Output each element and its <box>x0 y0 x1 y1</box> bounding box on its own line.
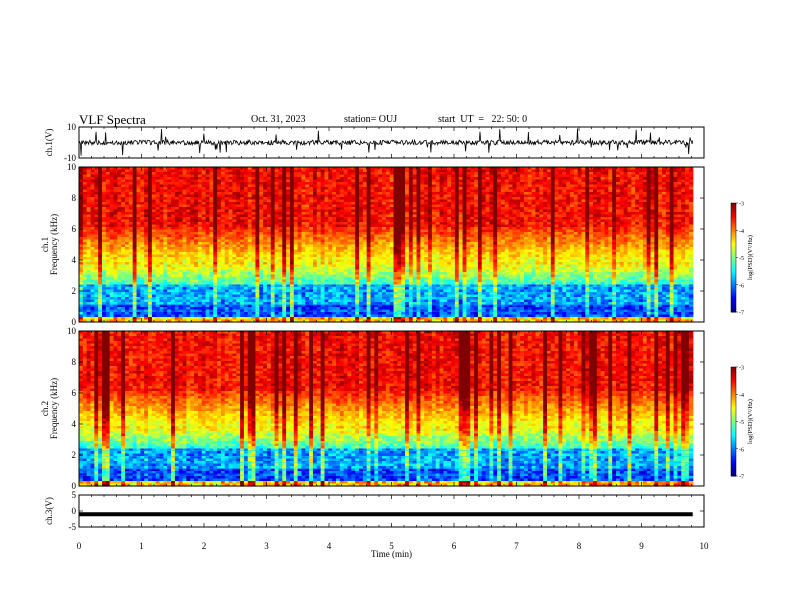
x-tick-label: 6 <box>452 541 457 551</box>
x-tick-label: 2 <box>202 541 207 551</box>
x-tick-label: 4 <box>327 541 332 551</box>
colorbar-tick-label: -4 <box>739 229 744 235</box>
panel-frame <box>78 494 705 528</box>
y-tick-label: 5 <box>72 490 77 500</box>
y-tick-label: 0 <box>72 506 77 516</box>
colorbar-tick-label: -5 <box>739 256 744 262</box>
x-tick-label: 10 <box>700 541 710 551</box>
colorbar-tick-label: -3 <box>739 366 744 372</box>
x-tick-label: 5 <box>389 541 394 551</box>
colorbar-tick-label: -7 <box>739 311 744 317</box>
y-tick-label: 6 <box>72 388 77 398</box>
y-tick-label: 4 <box>72 419 77 429</box>
x-axis-label: Time (min) <box>371 549 412 559</box>
colorbar-tick-label: -5 <box>739 420 744 426</box>
y-tick-label: 10 <box>67 162 77 172</box>
spectrogram-ch2 <box>79 331 694 487</box>
y-tick-label: 4 <box>72 255 77 265</box>
y-tick-label: -5 <box>69 522 77 532</box>
y-tick-label: 8 <box>72 357 77 367</box>
x-tick-label: 9 <box>639 541 644 551</box>
colorbar-tick-label: -6 <box>739 283 744 289</box>
spectrogram-ch1 <box>79 167 694 323</box>
y-tick-label: 10 <box>67 122 77 132</box>
x-tick-label: 0 <box>77 541 82 551</box>
colorbar-tick-label: -3 <box>739 202 744 208</box>
colorbar-label: log(PSD)(V²/Hz) <box>747 235 754 280</box>
y-tick-label: 0 <box>72 317 77 327</box>
y-axis-label: ch.1(V) <box>44 129 54 157</box>
y-axis-label-channel: ch.2 <box>40 401 50 416</box>
y-axis-label-channel: ch.1 <box>40 237 50 252</box>
y-tick-label: 2 <box>72 450 77 460</box>
x-tick-label: 3 <box>264 541 269 551</box>
y-tick-label: 8 <box>72 193 77 203</box>
colorbar-ch2 <box>730 366 738 477</box>
y-axis-label-frequency: Frequency (kHz) <box>49 214 59 275</box>
colorbar-tick-label: -4 <box>739 393 744 399</box>
y-tick-label: 2 <box>72 286 77 296</box>
x-tick-label: 8 <box>577 541 582 551</box>
x-tick-label: 1 <box>139 541 144 551</box>
ch1-waveform <box>78 128 694 156</box>
colorbar-tick-label: -7 <box>739 475 744 481</box>
station-label: station= OUJ <box>344 114 397 125</box>
start-time-label: start UT = 22: 50: 0 <box>438 114 527 125</box>
date-label: Oct. 31, 2023 <box>251 114 305 125</box>
y-tick-label: 0 <box>72 481 77 491</box>
y-axis-label: ch.3(V) <box>44 497 54 525</box>
chart-title: VLF Spectra <box>79 112 146 128</box>
colorbar-tick-label: -6 <box>739 447 744 453</box>
y-tick-label: -10 <box>64 153 76 163</box>
y-axis-label-frequency: Frequency (kHz) <box>49 378 59 439</box>
colorbar-label: log(PSD)(V²/Hz) <box>747 399 754 444</box>
y-tick-label: 6 <box>72 224 77 234</box>
colorbar-ch1 <box>730 202 738 313</box>
y-tick-label: 10 <box>67 326 77 336</box>
x-tick-label: 7 <box>514 541 519 551</box>
